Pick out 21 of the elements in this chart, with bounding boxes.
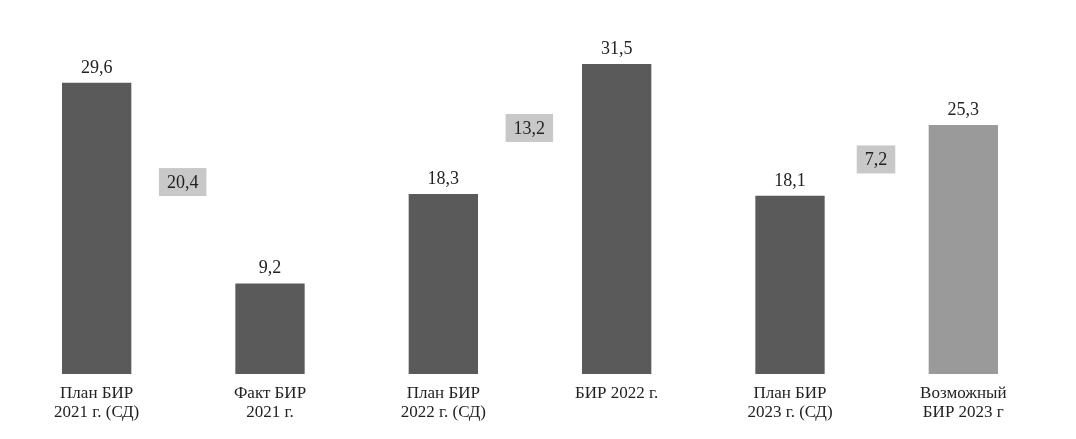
data-label: 29,6 [80,56,113,77]
annotation: 13,2 [513,117,546,138]
annotation: 7,2 [864,149,888,170]
annotation: 20,4 [166,172,199,193]
bar [582,64,652,374]
bar [928,125,998,374]
x-tick-label: План БИР 2021 г. (СД) [54,382,140,421]
x-tick-label: План БИР 2023 г. (СД) [747,382,833,421]
bar [408,193,478,374]
data-label: 9,2 [258,257,282,278]
bar [62,82,132,374]
x-tick-label: БИР 2022 г. [575,382,659,402]
x-tick-label: Возможный БИР 2023 г [920,382,1007,421]
x-tick-label: План БИР 2022 г. (СД) [400,382,486,421]
data-label: 18,1 [774,169,806,190]
data-label: 31,5 [600,38,633,58]
bar [235,283,305,374]
bar [755,195,825,374]
data-label: 18,3 [427,167,460,188]
data-label: 25,3 [947,99,980,120]
x-tick-label: Факт БИР 2021 г. [233,382,307,421]
